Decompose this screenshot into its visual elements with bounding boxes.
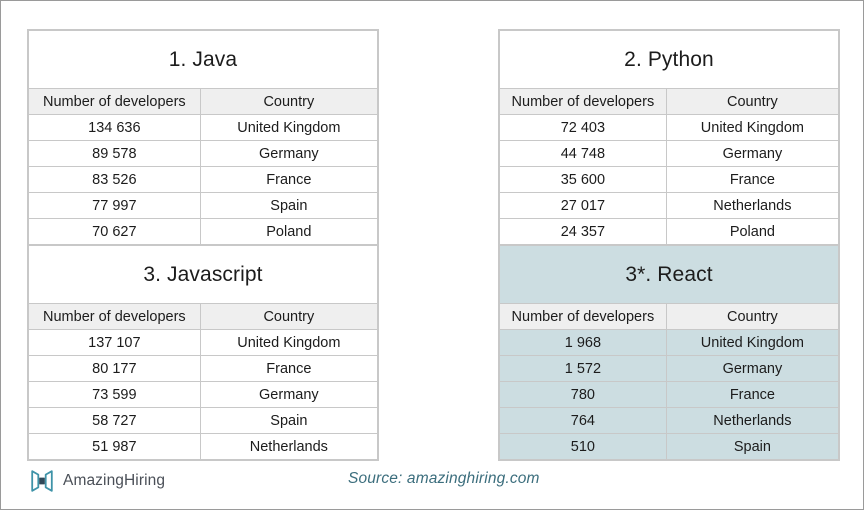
java-header-row: Number of developers Country — [28, 88, 379, 115]
left-table-block: 1. Java Number of developers Country 134… — [27, 29, 379, 461]
java-title: 1. Java — [28, 30, 378, 89]
source-attribution: Source: amazinghiring.com — [348, 470, 540, 487]
cell-country: United Kingdom — [199, 329, 379, 356]
cell-developers: 764 — [499, 407, 667, 434]
python-header-row: Number of developers Country — [499, 88, 840, 115]
cell-developers: 24 357 — [499, 218, 667, 245]
column-header-country: Country — [665, 88, 840, 115]
cell-country: France — [199, 355, 379, 382]
javascript-header-row: Number of developers Country — [28, 303, 379, 330]
table-row: 1 968 United Kingdom — [499, 329, 840, 356]
cell-developers: 27 017 — [499, 192, 667, 219]
cell-country: Poland — [665, 218, 840, 245]
column-header-developers: Number of developers — [28, 88, 201, 115]
table-row: 72 403 United Kingdom — [499, 114, 840, 141]
cell-developers: 510 — [499, 433, 667, 460]
cell-developers: 780 — [499, 381, 667, 408]
cell-country: Germany — [199, 381, 379, 408]
cell-country: Spain — [199, 192, 379, 219]
cell-country: United Kingdom — [199, 114, 379, 141]
brand-name: AmazingHiring — [63, 472, 166, 489]
cell-country: United Kingdom — [665, 329, 840, 356]
table-row: 27 017 Netherlands — [499, 192, 840, 219]
cell-developers: 72 403 — [499, 114, 667, 141]
cell-country: United Kingdom — [665, 114, 840, 141]
cell-country: France — [665, 381, 840, 408]
cell-country: France — [199, 166, 379, 193]
javascript-table: 3. Javascript Number of developers Count… — [28, 245, 379, 460]
cell-country: Germany — [665, 140, 840, 167]
cell-developers: 51 987 — [28, 433, 201, 460]
column-header-developers: Number of developers — [499, 303, 667, 330]
column-header-developers: Number of developers — [28, 303, 201, 330]
cell-country: France — [665, 166, 840, 193]
cell-developers: 77 997 — [28, 192, 201, 219]
brand-logo: AmazingHiring — [29, 468, 165, 494]
footer: AmazingHiring Source: amazinghiring.com — [1, 456, 864, 511]
cell-developers: 89 578 — [28, 140, 201, 167]
python-title-row: 2. Python — [499, 30, 839, 89]
cell-developers: 70 627 — [28, 218, 201, 245]
table-row: 70 627 Poland — [28, 218, 379, 245]
table-row: 780 France — [499, 381, 840, 408]
table-row: 764 Netherlands — [499, 407, 840, 434]
column-header-country: Country — [665, 303, 840, 330]
cell-country: Netherlands — [199, 433, 379, 460]
cell-developers: 73 599 — [28, 381, 201, 408]
cell-developers: 137 107 — [28, 329, 201, 356]
python-table: 2. Python Number of developers Country 7… — [499, 30, 840, 245]
javascript-title-row: 3. Javascript — [28, 245, 378, 304]
table-row: 24 357 Poland — [499, 218, 840, 245]
cell-developers: 35 600 — [499, 166, 667, 193]
cell-developers: 1 968 — [499, 329, 667, 356]
cell-developers: 44 748 — [499, 140, 667, 167]
column-header-country: Country — [199, 88, 379, 115]
table-row: 77 997 Spain — [28, 192, 379, 219]
right-table-block: 2. Python Number of developers Country 7… — [498, 29, 840, 461]
table-row: 35 600 France — [499, 166, 840, 193]
cell-developers: 58 727 — [28, 407, 201, 434]
column-header-country: Country — [199, 303, 379, 330]
cell-country: Netherlands — [665, 407, 840, 434]
cell-country: Germany — [665, 355, 840, 382]
cell-developers: 134 636 — [28, 114, 201, 141]
table-row: 58 727 Spain — [28, 407, 379, 434]
cell-country: Germany — [199, 140, 379, 167]
table-row: 51 987 Netherlands — [28, 433, 379, 460]
react-title: 3*. React — [499, 245, 839, 304]
cell-developers: 83 526 — [28, 166, 201, 193]
react-table: 3*. React Number of developers Country 1… — [499, 245, 840, 460]
amazinghiring-logo-icon — [29, 468, 55, 494]
table-row: 1 572 Germany — [499, 355, 840, 382]
table-row: 137 107 United Kingdom — [28, 329, 379, 356]
table-row: 73 599 Germany — [28, 381, 379, 408]
cell-developers: 1 572 — [499, 355, 667, 382]
cell-developers: 80 177 — [28, 355, 201, 382]
column-header-developers: Number of developers — [499, 88, 667, 115]
cell-country: Spain — [665, 433, 840, 460]
table-row: 89 578 Germany — [28, 140, 379, 167]
python-title: 2. Python — [499, 30, 839, 89]
react-header-row: Number of developers Country — [499, 303, 840, 330]
table-row: 83 526 France — [28, 166, 379, 193]
table-row: 80 177 France — [28, 355, 379, 382]
table-row: 134 636 United Kingdom — [28, 114, 379, 141]
react-title-row: 3*. React — [499, 245, 839, 304]
cell-country: Spain — [199, 407, 379, 434]
cell-country: Poland — [199, 218, 379, 245]
cell-country: Netherlands — [665, 192, 840, 219]
table-row: 510 Spain — [499, 433, 840, 460]
java-table: 1. Java Number of developers Country 134… — [28, 30, 379, 245]
table-row: 44 748 Germany — [499, 140, 840, 167]
javascript-title: 3. Javascript — [28, 245, 378, 304]
java-title-row: 1. Java — [28, 30, 378, 89]
